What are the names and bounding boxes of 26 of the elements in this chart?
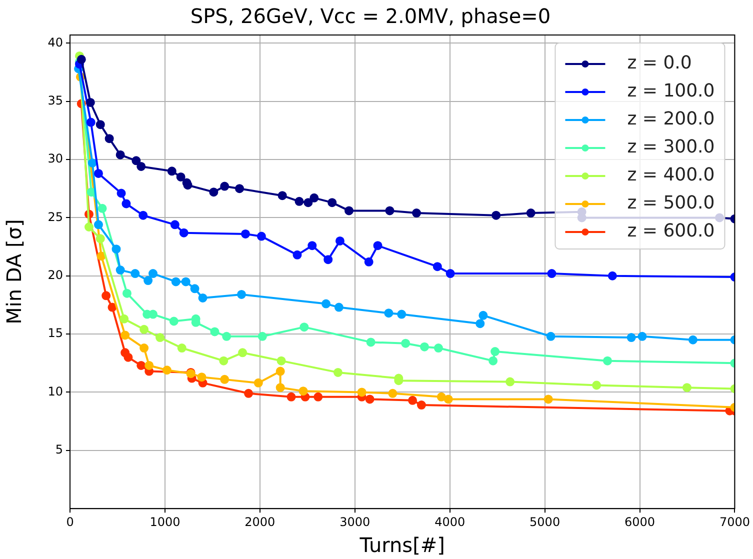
- y-tick-label: 35: [48, 93, 63, 108]
- legend-label: z = 0.0: [627, 52, 692, 74]
- legend-label: z = 400.0: [627, 164, 715, 186]
- legend-label: z = 600.0: [627, 220, 715, 242]
- x-tick-label: 0: [66, 514, 74, 529]
- x-tick-label: 2000: [244, 514, 276, 529]
- y-tick-label: 5: [55, 442, 63, 457]
- y-tick-label: 30: [48, 152, 63, 166]
- x-tick-label: 4000: [434, 514, 466, 529]
- legend-label: z = 200.0: [627, 108, 715, 130]
- x-tick-label: 6000: [624, 514, 656, 529]
- legend-label: z = 300.0: [627, 136, 715, 158]
- y-tick-label: 40: [48, 35, 63, 50]
- y-tick-label: 20: [48, 268, 63, 282]
- y-tick-label: 25: [48, 210, 63, 224]
- y-tick-label: 15: [48, 326, 63, 340]
- y-tick-label: 10: [48, 384, 63, 398]
- x-tick-label: 7000: [719, 514, 750, 529]
- y-axis-title: Min DA [σ]: [2, 219, 26, 324]
- chart-title: SPS, 26GeV, Vcc = 2.0MV, phase=0: [190, 4, 551, 28]
- x-tick-label: 5000: [530, 514, 560, 529]
- legend-label: z = 100.0: [627, 80, 715, 102]
- legend-label: z = 500.0: [627, 192, 715, 214]
- x-axis-title: Turns[#]: [358, 533, 445, 558]
- x-tick-label: 3000: [340, 514, 370, 529]
- x-tick-label: 1000: [150, 514, 180, 529]
